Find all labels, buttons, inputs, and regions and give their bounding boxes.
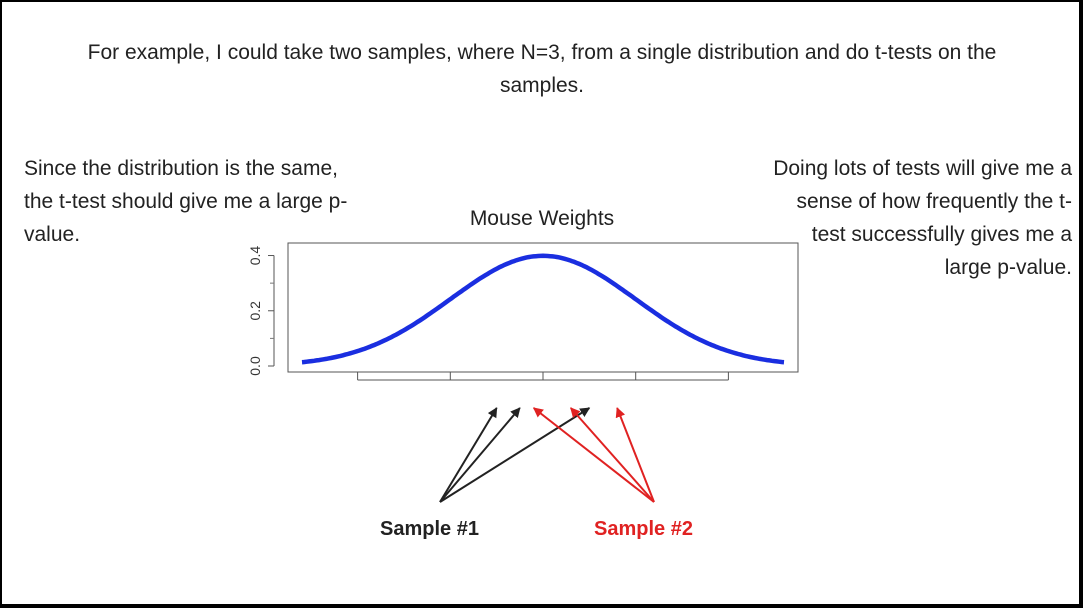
sample-1-arrow [439, 407, 498, 503]
left-note: Since the distribution is the same, the … [24, 157, 348, 246]
right-note: Doing lots of tests will give me a sense… [773, 157, 1072, 279]
sample-arrows [439, 407, 655, 503]
intro-text: For example, I could take two samples, w… [87, 41, 997, 97]
sample-2-label: Sample #2 [594, 518, 693, 540]
sample-1-label: Sample #1 [380, 518, 479, 540]
y-tick-label: 0.0 [247, 356, 263, 376]
sample-1-arrow [439, 407, 591, 503]
y-axis: 0.0 0.2 0.4 [247, 246, 275, 376]
sample-2-arrow [615, 407, 655, 503]
density-curve [301, 253, 785, 365]
chart-title: Mouse Weights [470, 207, 614, 230]
x-axis [357, 372, 729, 381]
plot-frame [287, 242, 799, 373]
y-tick-label: 0.4 [247, 246, 263, 266]
sample-2-arrow [532, 407, 655, 503]
sample-2-arrow [570, 407, 655, 503]
sample-1-arrow [439, 407, 521, 503]
y-tick-label: 0.2 [247, 301, 263, 321]
